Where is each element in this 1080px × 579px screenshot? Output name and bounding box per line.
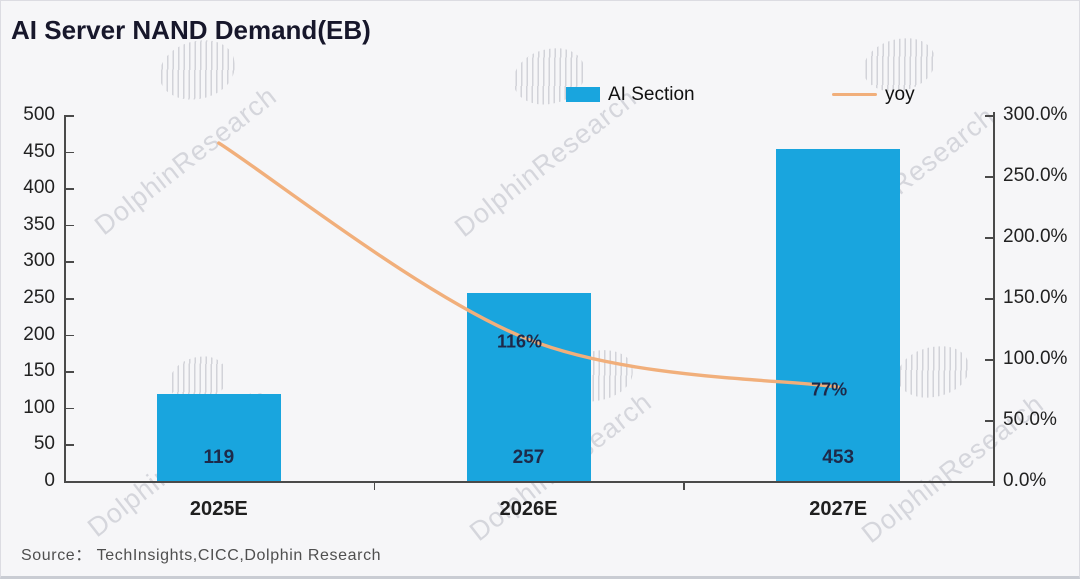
chart-title: AI Server NAND Demand(EB) <box>11 15 371 45</box>
x-axis-line <box>64 481 995 483</box>
watermark-text: Research <box>884 100 1001 201</box>
source-note: Source： TechInsights,CICC,Dolphin Resear… <box>21 547 382 564</box>
left-axis-tick <box>66 481 74 483</box>
watermark-text: DolphinResearch <box>88 80 283 241</box>
right-axis-tick-label: 200.0% <box>1003 226 1068 247</box>
bar-2027E <box>776 149 901 481</box>
legend-bar-swatch-icon <box>566 87 600 102</box>
watermark-text: DolphinResearch <box>448 82 643 243</box>
left-axis-tick-label: 250 <box>23 287 55 308</box>
left-axis-tick-label: 500 <box>23 104 55 125</box>
right-axis-tick <box>985 359 993 361</box>
left-axis-line <box>64 115 66 483</box>
left-axis-tick-label: 150 <box>23 360 55 382</box>
left-axis-tick <box>66 334 74 337</box>
right-axis-tick-label: 150.0% <box>1003 287 1068 308</box>
right-axis-tick-label: 300.0% <box>1003 104 1068 125</box>
left-axis-tick-label: 100 <box>23 396 55 418</box>
legend-line-swatch-icon <box>832 93 877 96</box>
right-axis-tick <box>985 298 993 300</box>
right-axis-tick <box>985 115 993 117</box>
left-axis-tick-label: 200 <box>23 323 55 345</box>
right-axis-line <box>993 112 995 486</box>
x-axis-category-label: 2026E <box>499 498 558 520</box>
x-axis-category-label: 2027E <box>809 498 868 520</box>
left-axis-tick <box>66 407 74 410</box>
left-axis-tick <box>66 224 74 227</box>
right-axis-tick <box>985 420 993 422</box>
left-axis-tick <box>66 261 74 263</box>
bar-value-label: 119 <box>203 447 235 468</box>
right-axis-tick <box>985 176 993 178</box>
left-axis-tick-label: 350 <box>23 213 55 235</box>
bar-value-label: 257 <box>512 447 545 468</box>
left-axis-tick <box>66 371 74 373</box>
left-axis-tick-label: 450 <box>23 140 55 162</box>
yoy-point-label: 116% <box>496 331 543 352</box>
left-axis-tick <box>66 444 74 446</box>
left-axis-tick-label: 50 <box>33 433 55 455</box>
watermark-hatch-icon <box>894 343 972 401</box>
left-axis-tick-label: 0 <box>44 470 55 491</box>
right-axis-tick <box>985 237 993 239</box>
left-axis-tick <box>66 151 74 154</box>
right-axis-tick-label: 100.0% <box>1003 348 1068 369</box>
left-axis-tick <box>66 188 74 190</box>
right-axis-tick-label: 50.0% <box>1003 409 1057 430</box>
bar-value-label: 453 <box>822 447 855 468</box>
x-axis-tick <box>683 483 685 490</box>
legend-label-yoy: yoy <box>885 84 915 105</box>
left-axis-tick <box>66 115 74 117</box>
x-axis-tick <box>373 483 376 490</box>
bar-2025E <box>156 393 281 481</box>
right-axis-tick-label: 0.0% <box>1003 470 1047 491</box>
left-axis-tick-label: 400 <box>23 177 55 199</box>
yoy-point-label: 77% <box>811 379 848 400</box>
right-axis-tick-label: 250.0% <box>1003 165 1068 186</box>
left-axis-tick <box>66 298 74 300</box>
x-axis-category-label: 2025E <box>189 498 248 520</box>
watermark-hatch-icon <box>156 37 238 103</box>
right-axis-tick <box>985 481 993 483</box>
left-axis-tick-label: 300 <box>23 250 55 272</box>
legend-label-ai-section: AI Section <box>608 84 695 105</box>
